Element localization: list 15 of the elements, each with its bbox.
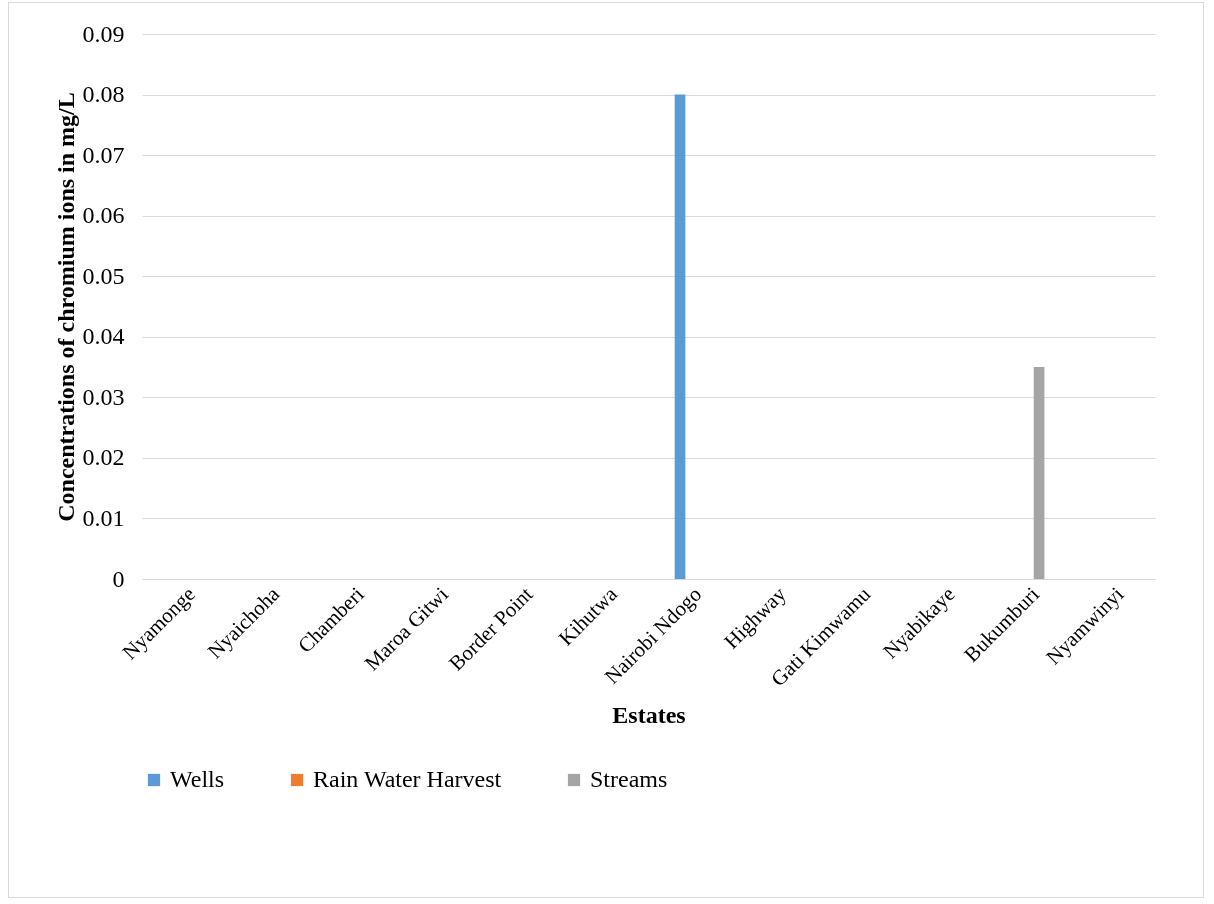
y-tick-label: 0.05 — [82, 262, 125, 289]
x-axis-title: Estates — [612, 702, 686, 729]
y-tick-label: 0 — [112, 565, 125, 592]
y-tick-label: 0.01 — [82, 504, 125, 531]
legend-label: Rain Water Harvest — [313, 766, 502, 792]
legend-label: Wells — [170, 766, 225, 792]
y-tick-label: 0.04 — [82, 323, 125, 350]
y-tick-label: 0.08 — [82, 81, 125, 108]
legend-label: Streams — [590, 766, 668, 792]
y-tick-label: 0.03 — [82, 383, 125, 410]
y-tick-label: 0.07 — [82, 141, 125, 168]
y-axis-title: Concentrations of chromium ions in mg/L — [52, 92, 79, 522]
y-tick-label: 0.09 — [82, 20, 125, 47]
y-tick-label: 0.02 — [82, 444, 125, 471]
y-tick-label: 0.06 — [82, 202, 125, 229]
